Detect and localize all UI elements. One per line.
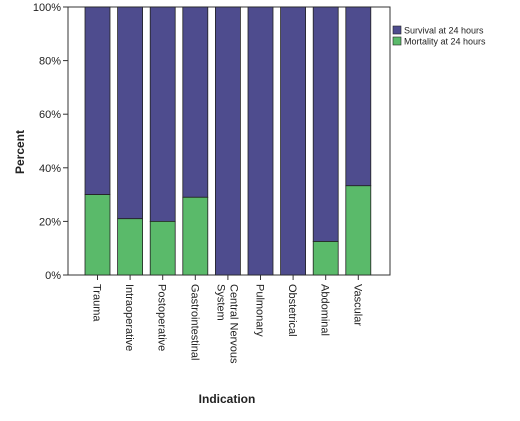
x-tick-label: Intraoperative bbox=[123, 284, 135, 351]
bar-survival-5 bbox=[247, 6, 274, 276]
x-tick-label: Postoperative bbox=[156, 284, 168, 351]
legend-label: Survival at 24 hours bbox=[404, 26, 484, 36]
x-tick-label: Pulmonary bbox=[254, 284, 266, 337]
x-axis-title: Indication bbox=[199, 392, 256, 406]
bar-survival-1 bbox=[117, 6, 143, 220]
y-tick-label: 60% bbox=[39, 109, 61, 121]
y-tick-label: 40% bbox=[39, 163, 61, 175]
x-tick-label: Abdominal bbox=[319, 284, 331, 336]
y-tick-label: 100% bbox=[33, 2, 61, 14]
x-tick-label-line: Pulmonary bbox=[254, 284, 266, 337]
x-tick-label-line: Central Nervous bbox=[227, 284, 239, 364]
bar-survival-0 bbox=[84, 6, 111, 196]
x-tick-label: Trauma bbox=[91, 284, 103, 322]
bar-mortality-8 bbox=[345, 185, 372, 276]
bar-survival-6 bbox=[280, 6, 307, 276]
x-tick-label: Gastrointestinal bbox=[188, 284, 200, 360]
y-tick-label: 0% bbox=[45, 270, 61, 282]
bar-survival-3 bbox=[182, 6, 209, 198]
x-tick-label-line: Obstetrical bbox=[286, 284, 298, 337]
x-tick-label-line: System bbox=[214, 284, 226, 321]
bar-mortality-3 bbox=[182, 196, 209, 276]
y-axis-title: Percent bbox=[13, 130, 27, 174]
x-tick-label-line: Vascular bbox=[351, 284, 363, 326]
legend-swatch bbox=[392, 25, 402, 35]
bar-mortality-2 bbox=[149, 220, 176, 276]
x-tick-label-line: Trauma bbox=[91, 284, 103, 322]
y-tick-label: 20% bbox=[39, 216, 61, 228]
bar-mortality-1 bbox=[117, 218, 143, 276]
bar-survival-8 bbox=[345, 6, 372, 187]
x-axis: Trauma Intraoperative Postoperative Gastroi… bbox=[91, 275, 363, 364]
x-tick-label: Obstetrical bbox=[286, 284, 298, 337]
y-axis: 0% 20% 40% 60% 80% 100% bbox=[33, 2, 68, 282]
x-tick-label-line: Abdominal bbox=[319, 284, 331, 336]
x-tick-label-line: Gastrointestinal bbox=[188, 284, 200, 360]
bar-survival-4 bbox=[214, 6, 241, 276]
bar-mortality-7 bbox=[312, 241, 339, 276]
legend-label: Mortality at 24 hours bbox=[404, 37, 486, 47]
x-tick-label-line: Intraoperative bbox=[123, 284, 135, 351]
bar-survival-7 bbox=[312, 6, 339, 242]
bars bbox=[84, 6, 372, 276]
bar-survival-2 bbox=[149, 6, 176, 222]
legend-swatch bbox=[392, 36, 402, 46]
bar-mortality-0 bbox=[84, 194, 111, 276]
y-tick-label: 80% bbox=[39, 56, 61, 68]
x-tick-label-line: Postoperative bbox=[156, 284, 168, 351]
x-tick-label: Vascular bbox=[351, 284, 363, 326]
